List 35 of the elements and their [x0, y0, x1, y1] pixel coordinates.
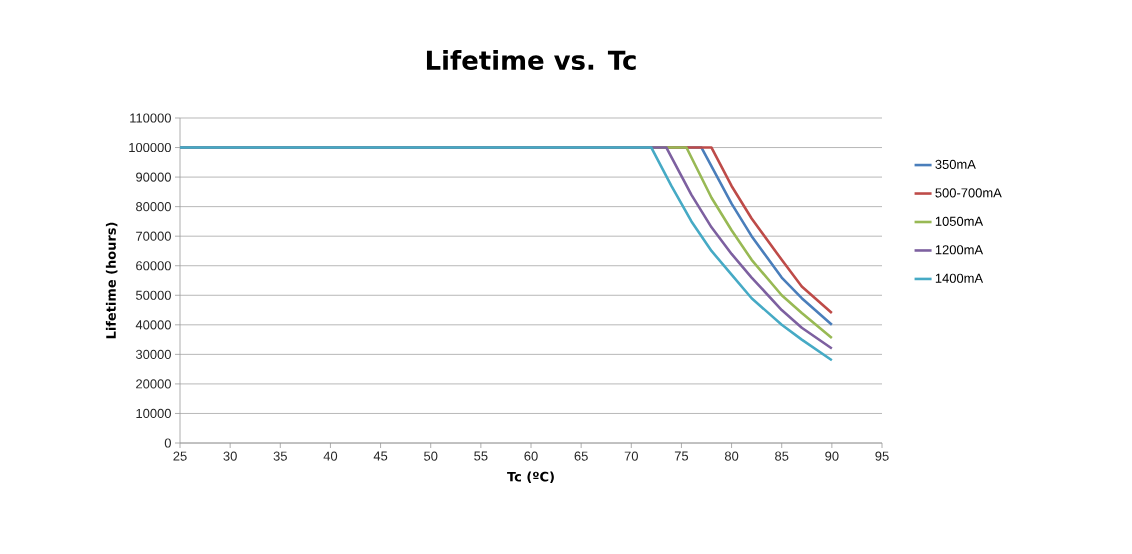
legend-label: 1050mA — [935, 216, 984, 226]
x-tick-label: 30 — [223, 451, 237, 461]
y-tick-label: 40000 — [135, 320, 171, 330]
x-tick-label: 90 — [825, 451, 839, 461]
y-tick-label: 20000 — [136, 379, 171, 389]
x-tick-label: 75 — [674, 451, 689, 461]
chart-title: Lifetime vs. Tc — [426, 49, 636, 71]
y-tick-label: 80000 — [136, 202, 171, 212]
y-tick-label: 50000 — [135, 290, 171, 300]
legend-label: 350mA — [935, 159, 976, 169]
x-tick-label: 70 — [624, 451, 638, 461]
legend-label: 1200mA — [935, 245, 984, 255]
x-tick-label: 40 — [323, 451, 338, 461]
x-tick-label: 45 — [373, 451, 388, 461]
y-tick-label: 10000 — [136, 408, 171, 419]
y-tick-label: 100000 — [129, 142, 171, 153]
y-tick-label: 90000 — [136, 172, 171, 182]
legend-label: 1400mA — [935, 273, 984, 283]
y-tick-label: 0 — [164, 438, 171, 448]
x-tick-label: 65 — [574, 451, 588, 461]
x-tick-label: 25 — [173, 451, 187, 461]
y-axis-title: Lifetime (hours) — [105, 222, 118, 339]
y-tick-label: 60000 — [136, 261, 171, 271]
legend-label: 500-700mA — [935, 188, 1002, 198]
y-tick-label: 30000 — [135, 349, 171, 359]
x-axis-title: Tc (ºC) — [507, 471, 554, 484]
x-tick-label: 80 — [724, 451, 739, 461]
x-tick-label: 50 — [424, 451, 438, 461]
x-tick-label: 35 — [273, 451, 287, 461]
y-tick-label: 110000 — [130, 113, 171, 123]
x-tick-label: 60 — [524, 451, 538, 461]
x-tick-label: 85 — [775, 451, 789, 461]
x-tick-label: 95 — [875, 451, 889, 461]
y-tick-label: 70000 — [136, 231, 171, 241]
x-tick-label: 55 — [474, 451, 488, 461]
